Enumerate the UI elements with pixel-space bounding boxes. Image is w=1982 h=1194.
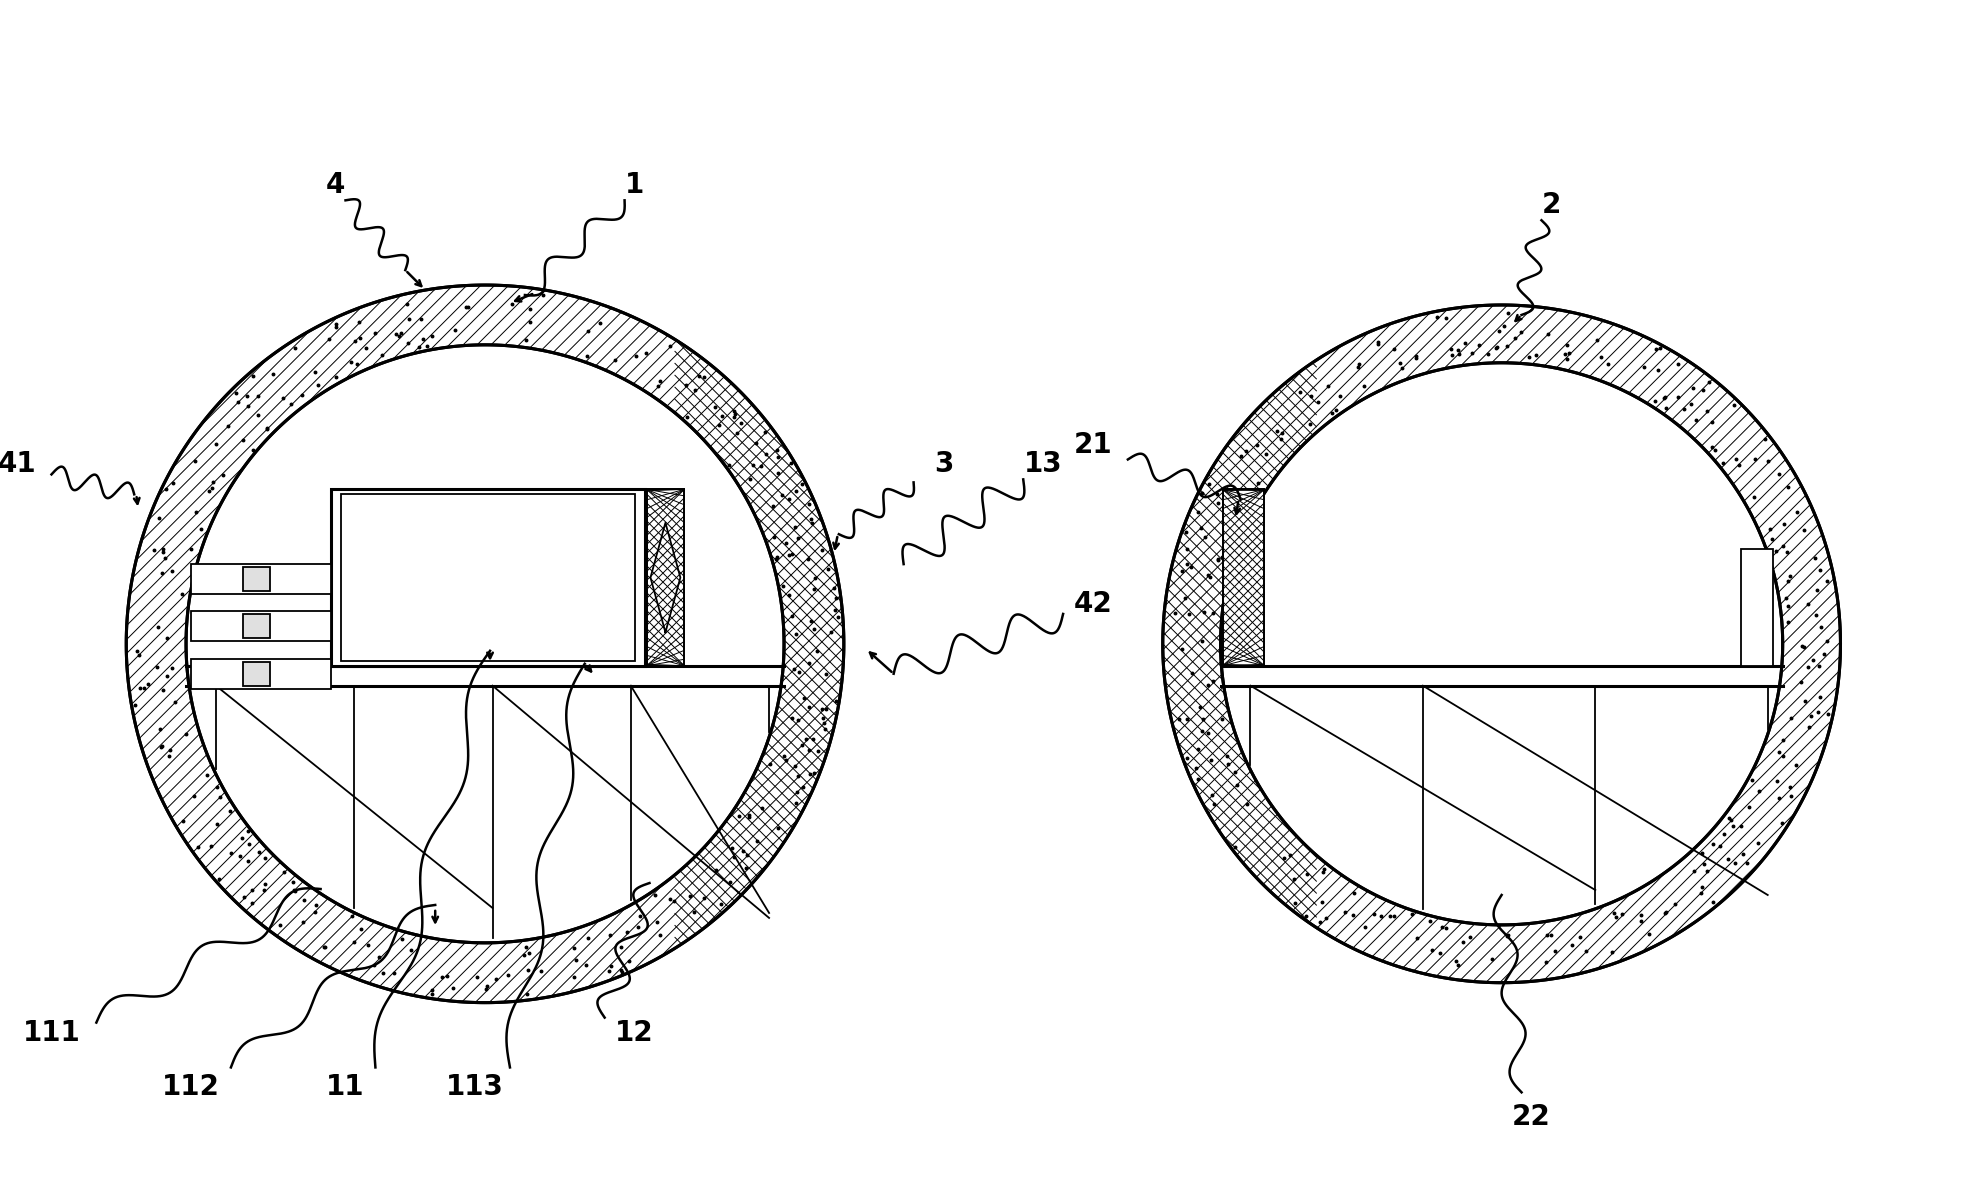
Polygon shape	[646, 490, 684, 666]
Text: 2: 2	[1540, 191, 1560, 220]
Text: 21: 21	[1072, 431, 1112, 458]
Polygon shape	[190, 564, 331, 593]
Text: 1: 1	[624, 172, 644, 199]
Polygon shape	[242, 614, 270, 638]
Text: 4: 4	[325, 172, 345, 199]
Text: 42: 42	[1072, 590, 1112, 618]
Text: 12: 12	[614, 1018, 654, 1046]
Text: 113: 113	[446, 1073, 503, 1101]
Text: 11: 11	[327, 1073, 365, 1101]
Polygon shape	[190, 659, 331, 689]
Polygon shape	[331, 490, 644, 666]
Polygon shape	[186, 345, 783, 943]
Text: 22: 22	[1512, 1103, 1550, 1131]
Polygon shape	[1221, 363, 1782, 925]
Polygon shape	[1161, 304, 1839, 983]
Polygon shape	[190, 611, 331, 641]
Polygon shape	[242, 567, 270, 591]
Text: 41: 41	[0, 450, 36, 479]
Polygon shape	[242, 661, 270, 685]
Polygon shape	[1740, 549, 1772, 666]
Text: 13: 13	[1023, 450, 1062, 479]
Text: 3: 3	[934, 450, 953, 479]
Polygon shape	[1223, 490, 1265, 666]
Polygon shape	[127, 285, 844, 1003]
Text: 111: 111	[22, 1018, 81, 1046]
Text: 112: 112	[163, 1073, 220, 1101]
